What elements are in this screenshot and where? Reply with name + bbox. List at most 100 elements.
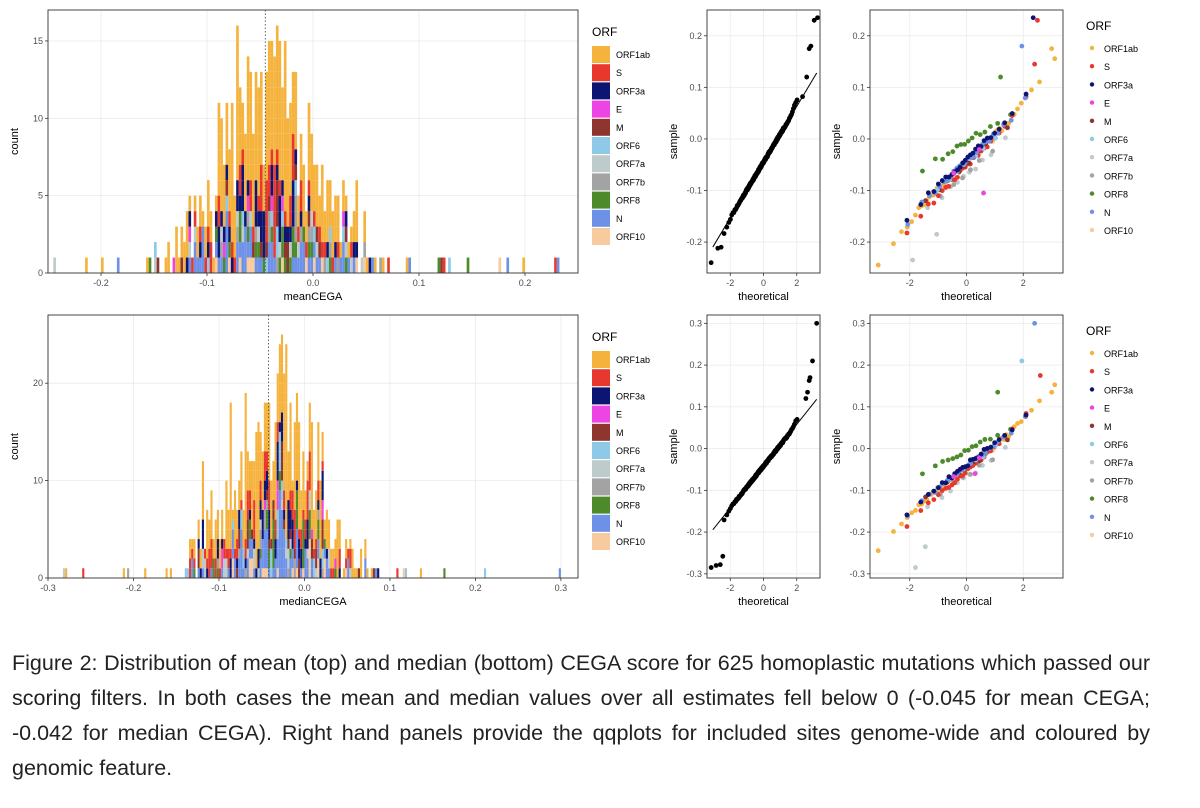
median-histogram-bar-segment xyxy=(233,539,237,549)
mean-histogram-bar-segment xyxy=(217,242,221,258)
mean-qqplot-by-orf-legend-label: ORF6 xyxy=(1104,135,1128,145)
mean-histogram-bar-segment xyxy=(257,102,260,119)
mean-histogram-bar-segment xyxy=(320,226,324,243)
median-histogram-bar-segment xyxy=(261,519,264,530)
median-histogram-bar-segment xyxy=(246,461,249,471)
median-histogram-bar-segment xyxy=(229,451,232,462)
mean-histogram-bar-segment xyxy=(326,195,329,212)
mean-histogram-bar-segment xyxy=(246,180,250,196)
median-histogram-bar-segment xyxy=(306,500,309,510)
median-histogram-bar-segment xyxy=(227,539,230,549)
median-histogram-bar-segment xyxy=(265,470,269,481)
median-histogram-bar-segment xyxy=(285,568,288,578)
mean-histogram-bar-segment xyxy=(222,242,226,258)
median-histogram-bar-segment xyxy=(300,500,303,510)
mean-histogram-bar-segment xyxy=(522,257,525,273)
median-qqplot-by-orf-legend-label: ORF1ab xyxy=(1104,349,1138,359)
median-histogram-bar-segment xyxy=(242,539,245,549)
median-histogram-bar-segment xyxy=(193,548,196,559)
mean-histogram-bar-segment xyxy=(241,164,245,181)
median-histogram-bar-segment xyxy=(306,461,309,471)
median-qqplot-by-orf-point xyxy=(875,548,881,554)
median-histogram-bar-segment xyxy=(227,529,230,540)
mean-qqplot-by-orf-point xyxy=(954,143,960,149)
median-histogram-bar-segment xyxy=(191,568,194,578)
median-qqplot-by-orf-point xyxy=(1002,432,1008,438)
median-histogram-bar-segment xyxy=(330,558,333,569)
median-histogram-bar-segment xyxy=(276,568,279,578)
mean-histogram-bar-segment xyxy=(320,211,324,227)
median-histogram-bar-segment xyxy=(293,568,296,578)
mean-histogram-bar-segment xyxy=(275,71,279,88)
median-histogram-bar-segment xyxy=(306,470,309,481)
median-histogram-bar-segment xyxy=(216,558,219,569)
median-histogram-bar-segment xyxy=(289,470,292,481)
median-qqplot-by-orf-point xyxy=(939,480,945,485)
median-histogram-bar-segment xyxy=(233,509,237,520)
median-histogram-bar-segment xyxy=(233,519,237,530)
median-histogram-bar-segment xyxy=(304,558,307,569)
mean-histogram-bar-segment xyxy=(249,164,253,181)
median-histogram-bar-segment xyxy=(308,402,311,413)
median-histogram-bar-segment xyxy=(349,568,352,578)
mean-histogram-bar-segment xyxy=(236,118,239,134)
median-histogram-bar-segment xyxy=(236,529,239,540)
mean-histogram-bar-segment xyxy=(368,257,372,273)
median-histogram-bar-segment xyxy=(259,431,262,442)
median-histogram-bar-segment xyxy=(278,548,281,559)
median-histogram-bar-segment xyxy=(229,412,232,423)
mean-histogram-legend-label: N xyxy=(616,214,623,224)
median-qqplot-by-orf-point xyxy=(1052,382,1058,388)
median-histogram-bar-segment xyxy=(274,539,277,549)
median-histogram-bar-segment xyxy=(261,490,264,501)
mean-histogram-bar-segment xyxy=(320,242,324,258)
mean-histogram-bar-segment xyxy=(230,149,234,165)
median-histogram-bar-segment xyxy=(317,441,320,452)
median-qqplot-by-orf-x-tick-label: 2 xyxy=(1021,583,1026,593)
median-histogram-bar-segment xyxy=(244,441,247,452)
median-histogram-bar-segment xyxy=(193,539,196,549)
mean-qqplot-by-orf-point xyxy=(973,130,979,136)
median-histogram-bar-segment xyxy=(229,441,232,452)
mean-histogram-bar-segment xyxy=(260,195,263,212)
median-qqplot-point xyxy=(807,375,813,381)
mean-histogram-bar-segment xyxy=(164,257,168,273)
median-histogram-bar-segment xyxy=(289,480,292,491)
median-histogram-bar-segment xyxy=(289,548,292,559)
mean-histogram-bar-segment xyxy=(291,102,295,119)
median-histogram-bar-segment xyxy=(197,568,200,578)
median-histogram-bar-segment xyxy=(251,519,254,530)
median-histogram-bar-segment xyxy=(302,500,305,510)
mean-histogram-bar-segment xyxy=(291,149,295,165)
median-histogram-bar-segment xyxy=(349,548,352,559)
median-histogram-bar-segment xyxy=(210,558,213,569)
median-histogram-bar-segment xyxy=(295,500,299,510)
median-histogram-bar-segment xyxy=(285,412,288,423)
median-histogram-bar-segment xyxy=(191,539,194,549)
median-histogram-bar-segment xyxy=(274,431,277,442)
mean-histogram-bar-segment xyxy=(278,149,282,165)
median-histogram-bar-segment xyxy=(280,548,284,559)
median-histogram-bar-segment xyxy=(257,558,260,569)
median-histogram-bar-segment xyxy=(265,558,269,569)
median-histogram-bar-segment xyxy=(321,500,324,510)
mean-histogram-x-tick-label: 0.1 xyxy=(413,278,426,288)
mean-histogram-bar-segment xyxy=(355,211,359,227)
median-qqplot-by-orf-legend-key xyxy=(1089,350,1095,356)
mean-qqplot-by-orf-point xyxy=(1035,17,1040,23)
mean-histogram-bar-segment xyxy=(265,164,268,181)
mean-histogram-bar-segment xyxy=(222,257,226,273)
median-qqplot-by-orf-point xyxy=(1049,389,1055,395)
median-histogram-bar-segment xyxy=(201,548,205,559)
mean-histogram-bar-segment xyxy=(437,257,441,273)
median-histogram-bar-segment xyxy=(197,529,200,540)
median-histogram-bar-segment xyxy=(231,548,234,559)
median-histogram-bar-segment xyxy=(225,500,228,510)
mean-histogram-bar-segment xyxy=(183,257,186,273)
mean-histogram-bar-segment xyxy=(556,257,560,273)
mean-histogram-bar-segment xyxy=(238,149,242,165)
mean-histogram-bar-segment xyxy=(283,242,287,258)
median-histogram-bar-segment xyxy=(295,558,299,569)
median-histogram-bar-segment xyxy=(255,568,258,578)
median-histogram-bar-segment xyxy=(280,529,284,540)
